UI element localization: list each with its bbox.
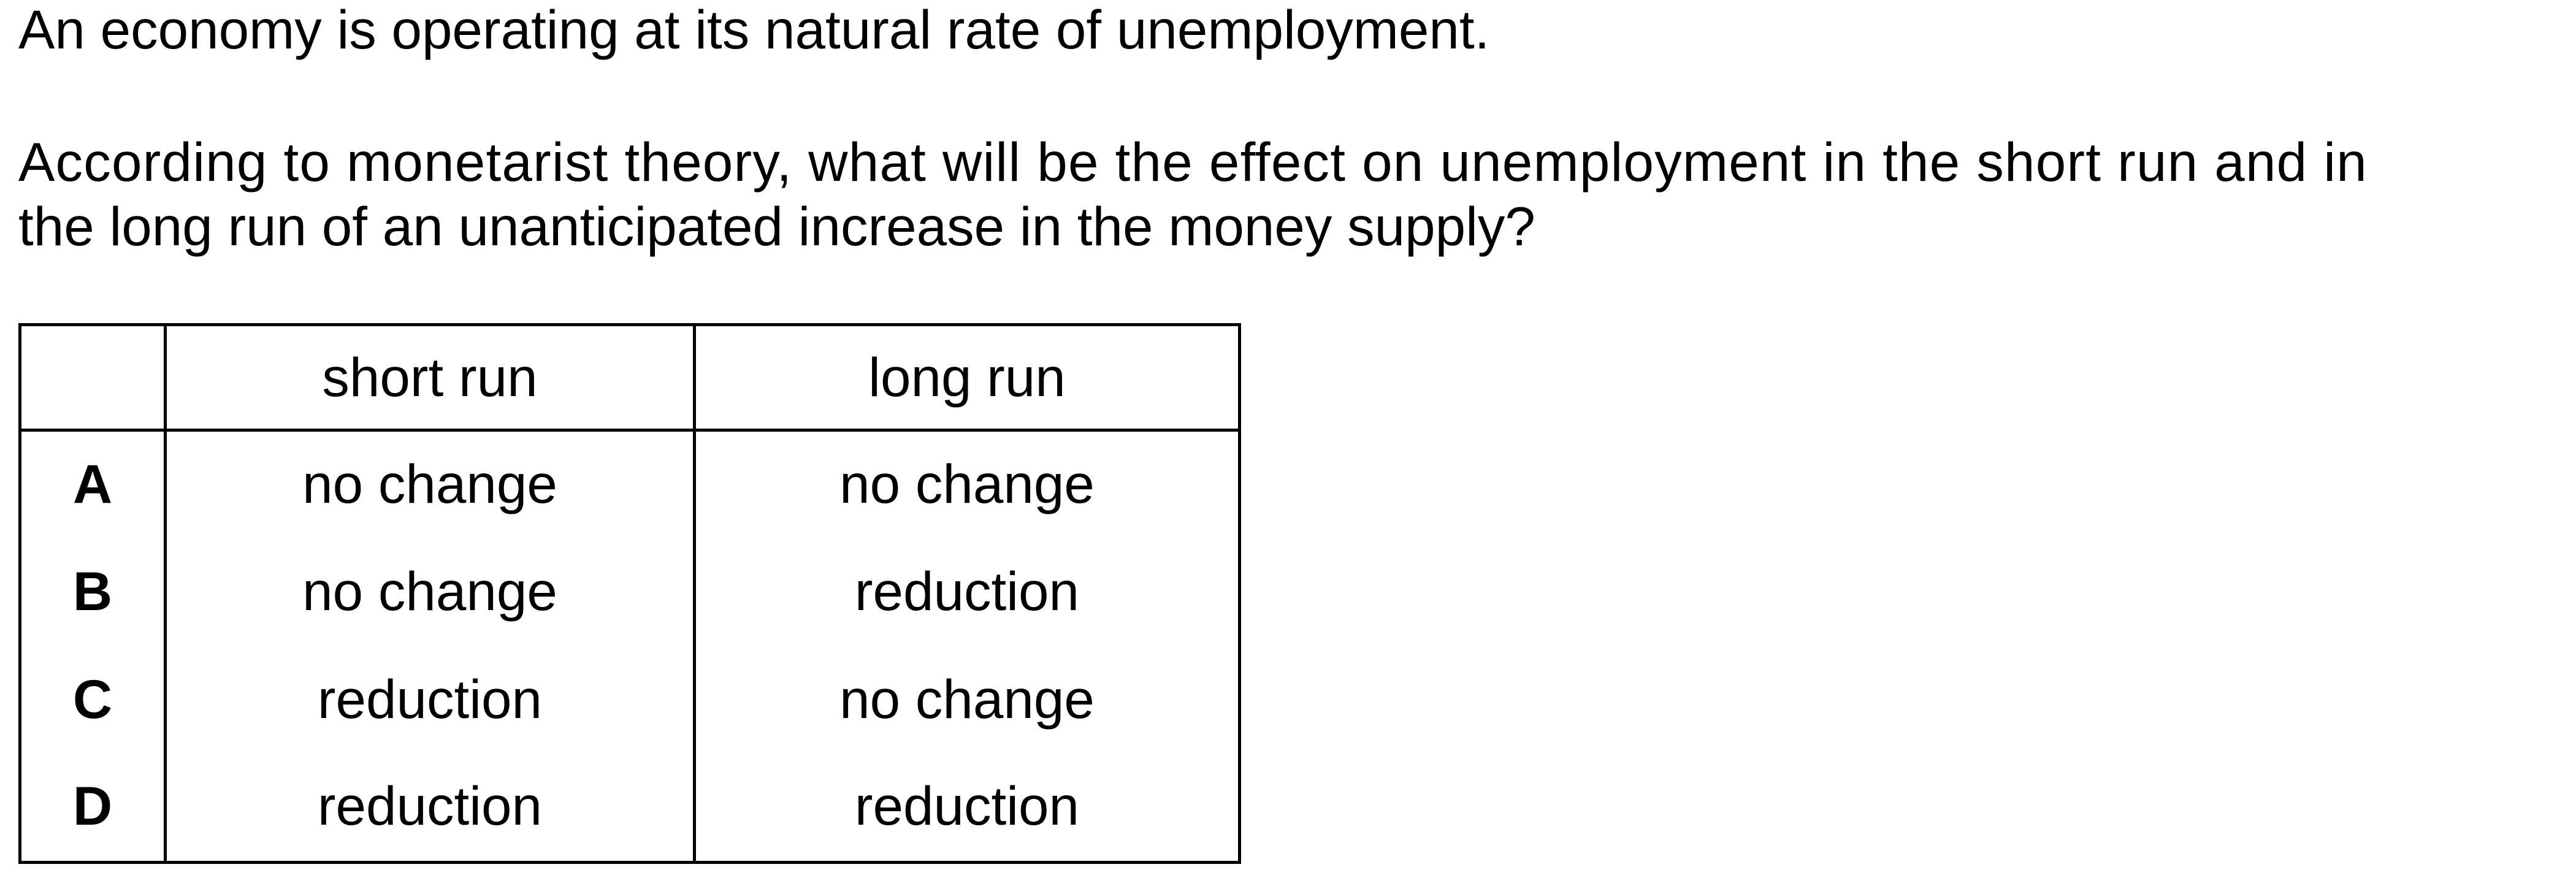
option-a-short-run: no change: [302, 453, 557, 514]
question-prompt-line-1: According to monetarist theory, what wil…: [18, 131, 2368, 193]
option-c-long-run: no change: [839, 668, 1095, 730]
table-header-short-run: short run: [322, 346, 538, 408]
option-letter-d: D: [72, 774, 113, 836]
answer-options-table: short run long run A no change no change…: [18, 323, 1241, 864]
option-d-short-run: reduction: [317, 774, 543, 836]
table-column-divider: [164, 326, 167, 861]
table-column-divider: [693, 326, 696, 861]
option-letter-a: A: [72, 453, 113, 514]
option-a-long-run: no change: [839, 453, 1095, 514]
table-header-divider: [21, 429, 1238, 432]
question-prompt-line-2: the long run of an unanticipated increas…: [18, 196, 1535, 257]
option-b-long-run: reduction: [854, 560, 1080, 622]
option-b-short-run: no change: [302, 560, 557, 622]
option-letter-c: C: [72, 668, 113, 730]
option-d-long-run: reduction: [854, 774, 1080, 836]
table-header-long-run: long run: [868, 346, 1066, 408]
table-header-empty: [21, 326, 164, 429]
option-letter-b: B: [72, 560, 113, 622]
question-intro: An economy is operating at its natural r…: [18, 0, 1490, 60]
option-c-short-run: reduction: [317, 668, 543, 730]
